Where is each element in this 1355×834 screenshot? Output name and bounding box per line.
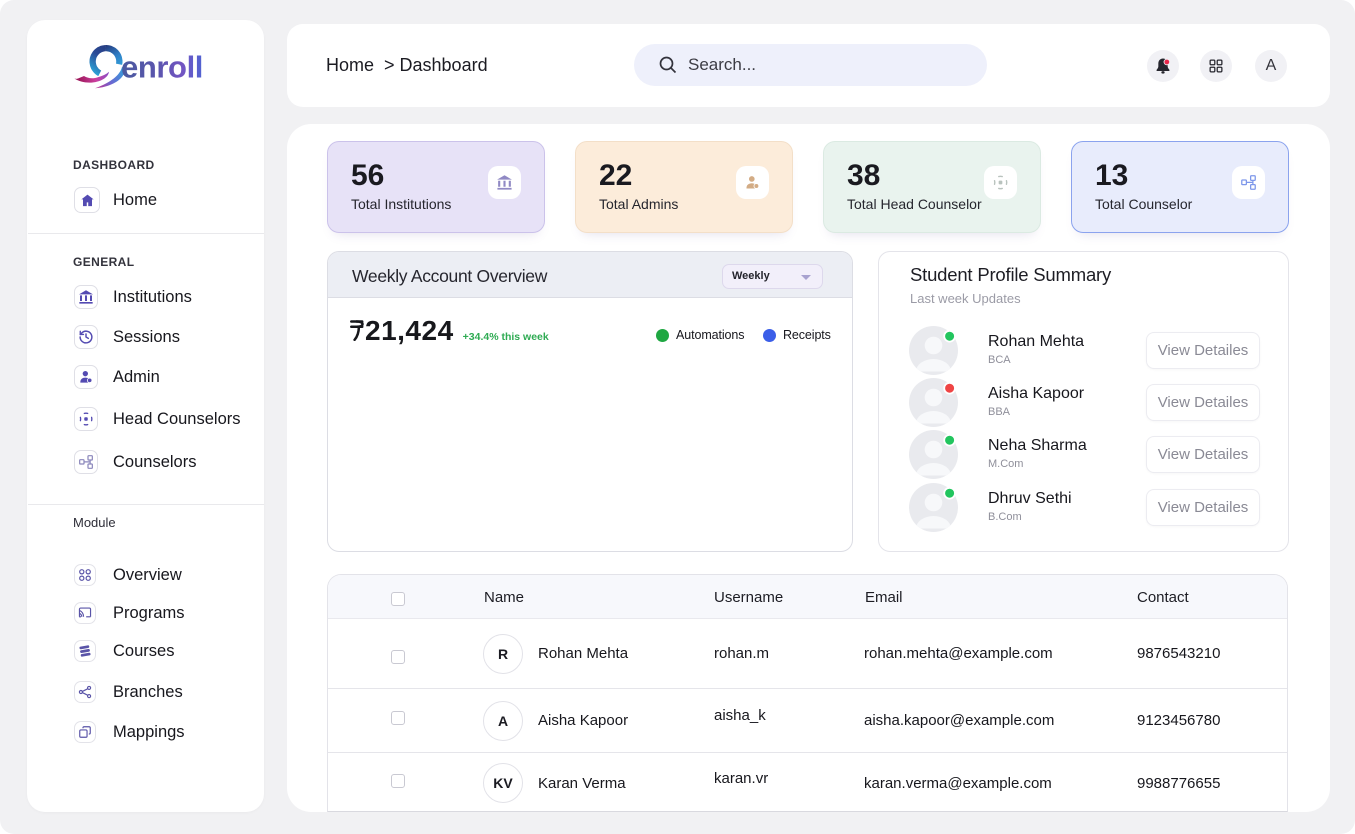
svg-text:enroll: enroll <box>121 50 203 85</box>
